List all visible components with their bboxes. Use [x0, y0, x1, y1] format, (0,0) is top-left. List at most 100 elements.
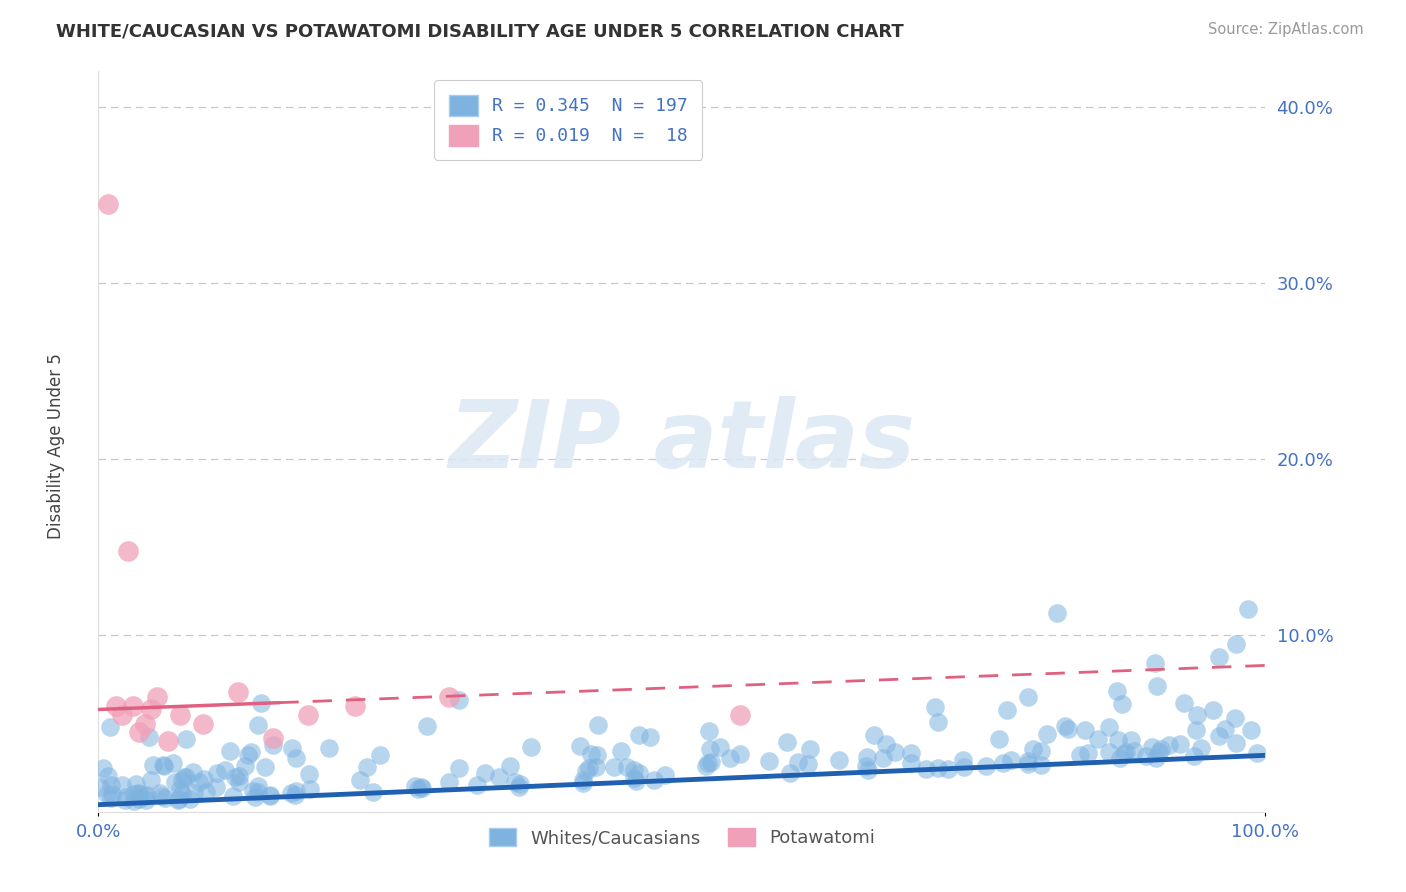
Point	[1069, 747, 1091, 762]
Point	[297, 707, 319, 722]
Point	[1046, 606, 1069, 620]
Point	[855, 759, 877, 773]
Point	[262, 731, 284, 745]
Point	[361, 785, 384, 799]
Point	[299, 781, 322, 796]
Point	[474, 766, 496, 780]
Point	[280, 786, 302, 800]
Point	[1146, 679, 1168, 693]
Point	[127, 786, 149, 800]
Point	[1185, 723, 1208, 738]
Point	[262, 739, 284, 753]
Point	[699, 742, 721, 756]
Point	[900, 756, 922, 771]
Text: WHITE/CAUCASIAN VS POTAWATOMI DISABILITY AGE UNDER 5 CORRELATION CHART: WHITE/CAUCASIAN VS POTAWATOMI DISABILITY…	[56, 22, 904, 40]
Point	[224, 770, 246, 784]
Point	[152, 789, 174, 803]
Point	[1054, 719, 1077, 733]
Point	[233, 759, 256, 773]
Point	[100, 778, 122, 792]
Point	[697, 756, 720, 770]
Point	[654, 768, 676, 782]
Point	[153, 791, 176, 805]
Point	[142, 758, 165, 772]
Point	[170, 788, 193, 802]
Point	[974, 759, 997, 773]
Point	[114, 793, 136, 807]
Text: ZIP atlas: ZIP atlas	[449, 395, 915, 488]
Point	[1150, 742, 1173, 756]
Point	[952, 753, 974, 767]
Point	[856, 750, 879, 764]
Point	[1182, 749, 1205, 764]
Point	[1056, 722, 1078, 736]
Point	[169, 707, 191, 722]
Point	[111, 707, 134, 722]
Point	[1077, 747, 1099, 761]
Point	[1149, 745, 1171, 759]
Point	[586, 717, 609, 731]
Point	[128, 787, 150, 801]
Point	[91, 761, 114, 775]
Point	[718, 751, 741, 765]
Point	[728, 747, 751, 761]
Point	[96, 787, 118, 801]
Point	[799, 742, 821, 756]
Point	[1021, 742, 1043, 756]
Point	[953, 760, 976, 774]
Point	[796, 756, 818, 771]
Point	[97, 196, 120, 211]
Point	[519, 739, 541, 754]
Point	[776, 735, 799, 749]
Point	[139, 702, 162, 716]
Point	[344, 698, 367, 713]
Point	[638, 730, 661, 744]
Point	[165, 775, 187, 789]
Point	[285, 751, 308, 765]
Point	[437, 775, 460, 789]
Point	[1225, 736, 1247, 750]
Point	[115, 790, 138, 805]
Point	[585, 760, 607, 774]
Point	[318, 740, 340, 755]
Point	[207, 766, 229, 780]
Point	[134, 716, 156, 731]
Point	[242, 783, 264, 797]
Point	[228, 775, 250, 789]
Text: Disability Age Under 5: Disability Age Under 5	[48, 353, 65, 539]
Point	[828, 753, 851, 767]
Point	[578, 760, 600, 774]
Point	[900, 746, 922, 760]
Point	[1246, 746, 1268, 760]
Point	[259, 789, 281, 803]
Point	[259, 789, 281, 803]
Point	[1107, 732, 1129, 747]
Point	[1237, 602, 1260, 616]
Point	[1111, 697, 1133, 711]
Point	[924, 699, 946, 714]
Point	[872, 751, 894, 765]
Point	[404, 779, 426, 793]
Point	[193, 716, 215, 731]
Point	[179, 791, 201, 805]
Point	[128, 725, 150, 739]
Point	[1119, 733, 1142, 747]
Point	[700, 755, 723, 769]
Point	[758, 755, 780, 769]
Point	[509, 777, 531, 791]
Point	[349, 772, 371, 787]
Point	[1187, 708, 1209, 723]
Point	[408, 781, 430, 796]
Point	[863, 728, 886, 742]
Point	[1017, 757, 1039, 772]
Point	[228, 685, 250, 699]
Point	[571, 776, 593, 790]
Legend: Whites/Caucasians, Potawatomi: Whites/Caucasians, Potawatomi	[482, 821, 882, 855]
Point	[411, 780, 433, 795]
Point	[1225, 711, 1247, 725]
Point	[1000, 753, 1022, 767]
Point	[1142, 739, 1164, 754]
Point	[240, 745, 263, 759]
Point	[569, 739, 592, 753]
Point	[204, 780, 226, 794]
